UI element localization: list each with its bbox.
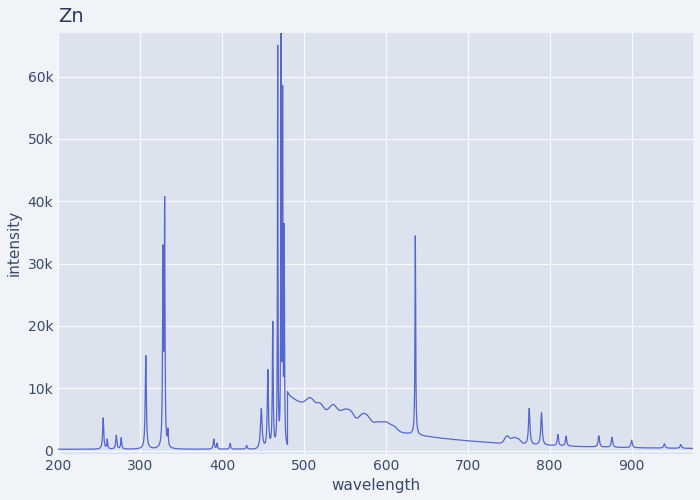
- Y-axis label: intensity: intensity: [7, 210, 22, 276]
- X-axis label: wavelength: wavelength: [331, 478, 420, 493]
- Text: Zn: Zn: [58, 7, 84, 26]
